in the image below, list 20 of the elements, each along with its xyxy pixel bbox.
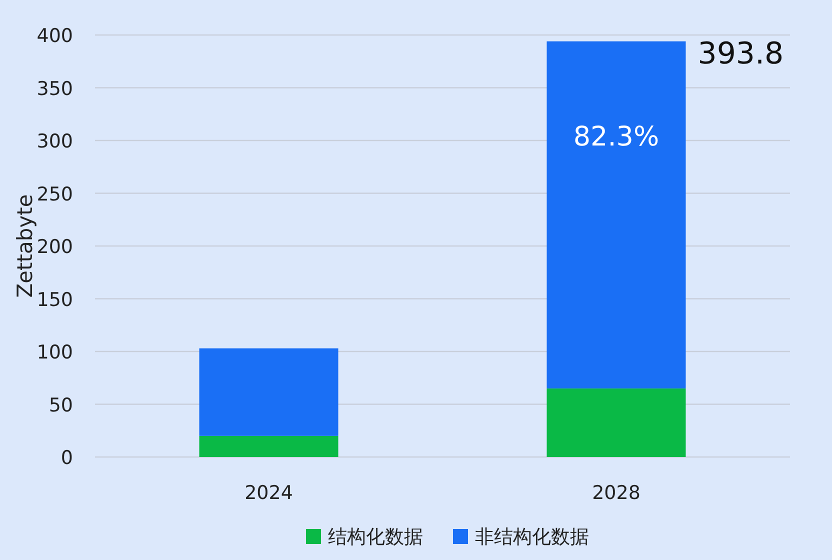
- y-tick-label: 400: [36, 25, 73, 47]
- annotation: 393.8: [698, 36, 784, 72]
- y-tick-label: 50: [48, 394, 73, 416]
- y-tick-label: 300: [36, 130, 73, 152]
- legend-label: 非结构化数据: [475, 526, 589, 548]
- bar: [546, 41, 686, 388]
- y-tick-label: 100: [36, 342, 73, 364]
- x-tick-label: 2028: [592, 482, 640, 504]
- y-tick-label: 0: [60, 447, 73, 469]
- y-tick-label: 250: [36, 183, 73, 206]
- bar: [546, 388, 686, 457]
- annotation: 82.3%: [573, 121, 660, 152]
- y-axis-title: Zettabyte: [13, 194, 37, 298]
- bar: [199, 348, 338, 436]
- x-tick-label: 2024: [244, 482, 293, 504]
- y-tick-label: 200: [36, 236, 73, 258]
- legend-label: 结构化数据: [328, 526, 423, 548]
- y-tick-label: 350: [36, 78, 73, 100]
- bar: [199, 436, 338, 457]
- y-tick-label: 150: [36, 288, 73, 311]
